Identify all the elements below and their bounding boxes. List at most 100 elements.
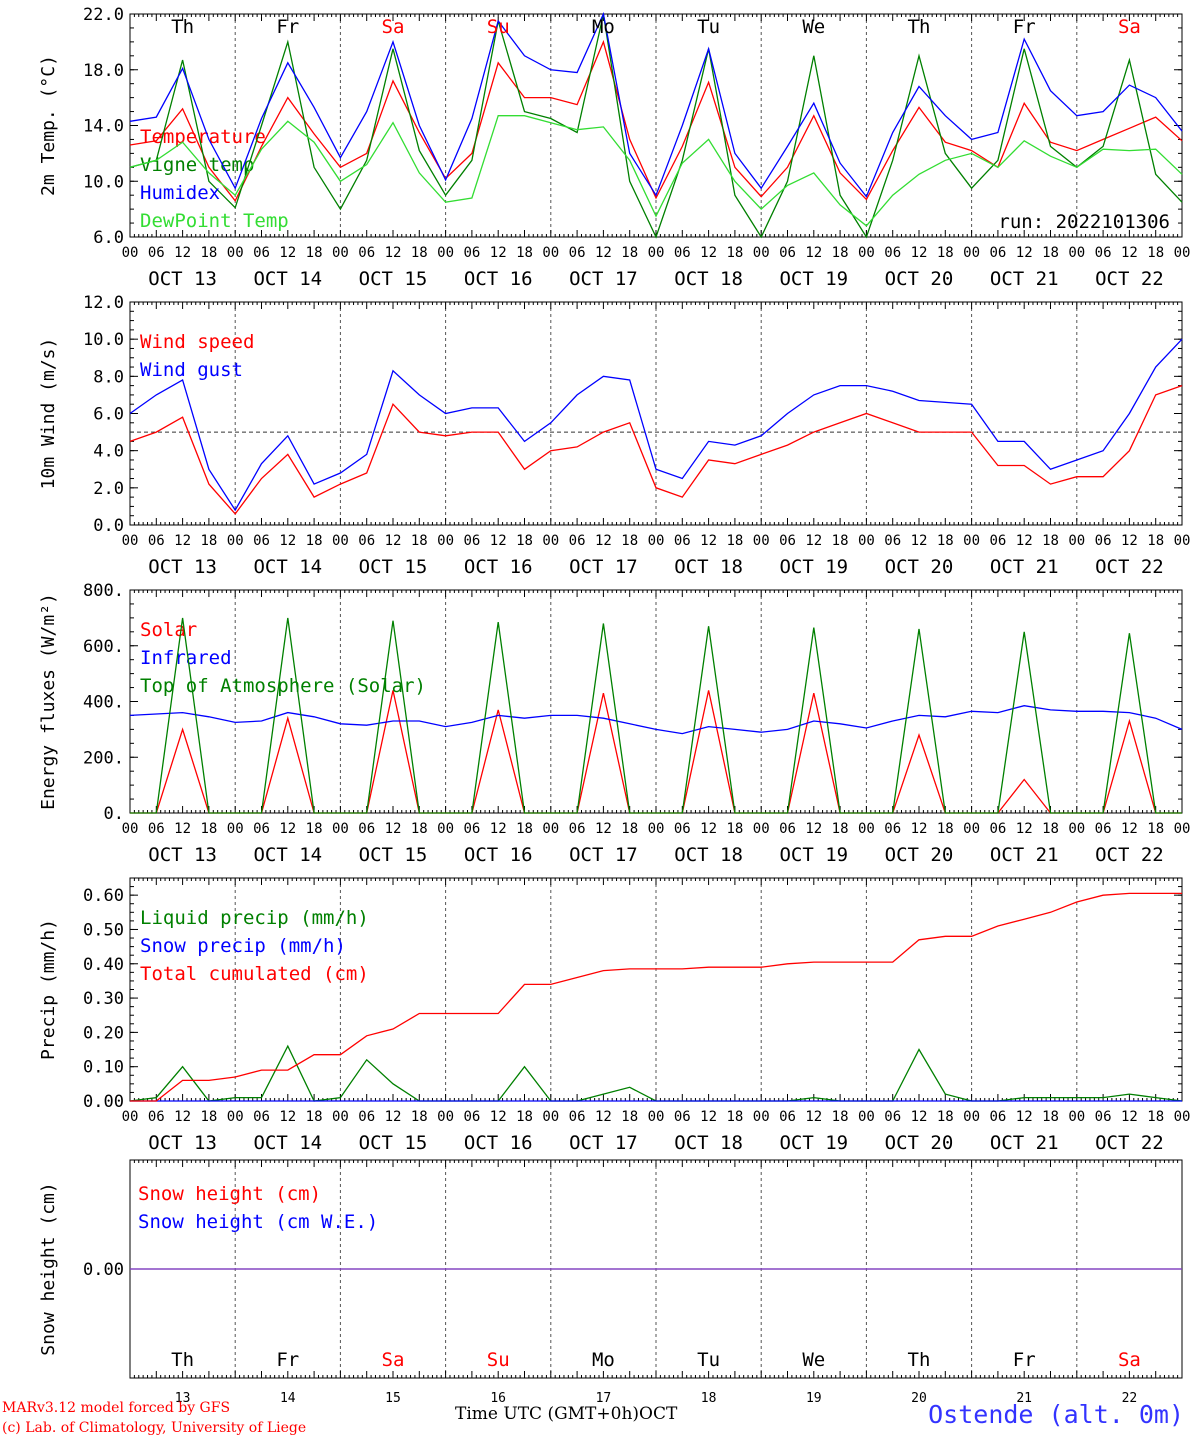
day-label: Sa bbox=[382, 1349, 405, 1371]
date-label: OCT 21 bbox=[990, 268, 1059, 290]
day-label: Th bbox=[171, 16, 194, 38]
date-label: OCT 21 bbox=[990, 844, 1059, 866]
hour-label: 06 bbox=[779, 1109, 796, 1125]
y-tick-label: 12.0 bbox=[83, 293, 124, 313]
hour-label: 00 bbox=[648, 533, 665, 549]
y-tick-label: 6.0 bbox=[93, 228, 124, 248]
y-tick-label: 0.10 bbox=[83, 1058, 124, 1078]
hour-label: 18 bbox=[411, 245, 428, 261]
hour-label: 12 bbox=[911, 533, 928, 549]
hour-label: 06 bbox=[779, 533, 796, 549]
date-label: OCT 19 bbox=[779, 844, 848, 866]
hour-label: 00 bbox=[542, 821, 559, 837]
hour-label: 06 bbox=[989, 533, 1006, 549]
hour-label: 00 bbox=[648, 1109, 665, 1125]
hour-label: 00 bbox=[858, 821, 875, 837]
hour-label: 06 bbox=[884, 1109, 901, 1125]
hour-label: 18 bbox=[726, 1109, 743, 1125]
hour-label: 06 bbox=[148, 821, 165, 837]
y-tick-label: 6.0 bbox=[93, 405, 124, 425]
hour-label: 12 bbox=[700, 1109, 717, 1125]
hour-label: 06 bbox=[253, 245, 270, 261]
date-label: OCT 19 bbox=[779, 1132, 848, 1154]
hour-label: 18 bbox=[516, 1109, 533, 1125]
hour-label: 12 bbox=[174, 821, 191, 837]
legend-label: Wind gust bbox=[140, 359, 243, 381]
hour-label: 18 bbox=[200, 1109, 217, 1125]
date-label: OCT 22 bbox=[1095, 844, 1164, 866]
day-label: Su bbox=[487, 16, 510, 38]
hour-label: 06 bbox=[569, 821, 586, 837]
hour-label: 06 bbox=[358, 245, 375, 261]
legend-label: Snow height (cm W.E.) bbox=[138, 1211, 378, 1233]
hour-label: 12 bbox=[700, 533, 717, 549]
hour-label: 12 bbox=[279, 245, 296, 261]
hour-label: 12 bbox=[911, 821, 928, 837]
y-tick-label: 2.0 bbox=[93, 479, 124, 499]
date-label: OCT 22 bbox=[1095, 268, 1164, 290]
y-tick-label: 8.0 bbox=[93, 367, 124, 387]
hour-label: 18 bbox=[726, 821, 743, 837]
y-tick-label: 0.50 bbox=[83, 920, 124, 940]
hour-label: 12 bbox=[700, 245, 717, 261]
hour-label: 00 bbox=[753, 245, 770, 261]
hour-label: 12 bbox=[174, 533, 191, 549]
hour-label: 00 bbox=[963, 533, 980, 549]
hour-label: 00 bbox=[963, 245, 980, 261]
hour-label: 06 bbox=[674, 245, 691, 261]
hour-label: 06 bbox=[463, 1109, 480, 1125]
date-label: OCT 16 bbox=[464, 844, 533, 866]
hour-label: 18 bbox=[726, 245, 743, 261]
hour-label: 12 bbox=[490, 1109, 507, 1125]
y-tick-label: 0. bbox=[104, 804, 124, 824]
hour-label: 00 bbox=[1068, 1109, 1085, 1125]
day-label: Fr bbox=[1013, 16, 1036, 38]
hour-label: 18 bbox=[937, 533, 954, 549]
hour-label: 18 bbox=[832, 821, 849, 837]
hour-label: 00 bbox=[753, 533, 770, 549]
hour-label: 18 bbox=[306, 245, 323, 261]
date-label: OCT 17 bbox=[569, 556, 638, 578]
date-label: OCT 21 bbox=[990, 1132, 1059, 1154]
hour-label: 06 bbox=[148, 245, 165, 261]
hour-label: 18 bbox=[516, 533, 533, 549]
hour-label: 18 bbox=[832, 1109, 849, 1125]
hour-label: 00 bbox=[227, 245, 244, 261]
hour-label: 06 bbox=[1095, 245, 1112, 261]
hour-label: 12 bbox=[805, 1109, 822, 1125]
hour-label: 06 bbox=[884, 533, 901, 549]
hour-label: 12 bbox=[490, 533, 507, 549]
hour-label: 06 bbox=[463, 245, 480, 261]
station-name: Ostende (alt. 0m) bbox=[928, 1400, 1184, 1429]
date-label: OCT 22 bbox=[1095, 1132, 1164, 1154]
date-label: OCT 16 bbox=[464, 556, 533, 578]
hour-label: 12 bbox=[1016, 821, 1033, 837]
legend-label: Vigne temp bbox=[140, 154, 254, 176]
hour-label: 12 bbox=[911, 1109, 928, 1125]
hour-label: 12 bbox=[805, 533, 822, 549]
panel-3: 0. 200. 400. 600. 800. Energy fluxes (W/m²) So… bbox=[38, 581, 1190, 866]
y-tick-label: 10.0 bbox=[83, 172, 124, 192]
hour-label: 06 bbox=[1095, 1109, 1112, 1125]
day-number: 17 bbox=[596, 1391, 612, 1406]
hour-label: 18 bbox=[937, 821, 954, 837]
hour-label: 18 bbox=[937, 1109, 954, 1125]
hour-label: 00 bbox=[227, 1109, 244, 1125]
y-tick-label: 600. bbox=[83, 637, 124, 657]
hour-label: 06 bbox=[569, 533, 586, 549]
hour-label: 18 bbox=[621, 533, 638, 549]
y-axis-label: 2m Temp. (°C) bbox=[38, 55, 59, 196]
hour-label: 06 bbox=[779, 821, 796, 837]
date-label: OCT 19 bbox=[779, 268, 848, 290]
hour-label: 12 bbox=[595, 533, 612, 549]
y-tick-label: 10.0 bbox=[83, 330, 124, 350]
y-tick-label: 4.0 bbox=[93, 442, 124, 462]
hour-label: 18 bbox=[621, 245, 638, 261]
x-axis-month: OCT bbox=[639, 1404, 678, 1424]
hour-label: 06 bbox=[884, 821, 901, 837]
date-label: OCT 15 bbox=[359, 844, 428, 866]
panel-frame bbox=[129, 13, 1183, 238]
hour-label: 06 bbox=[358, 1109, 375, 1125]
hour-label: 12 bbox=[279, 533, 296, 549]
hour-label: 00 bbox=[332, 821, 349, 837]
